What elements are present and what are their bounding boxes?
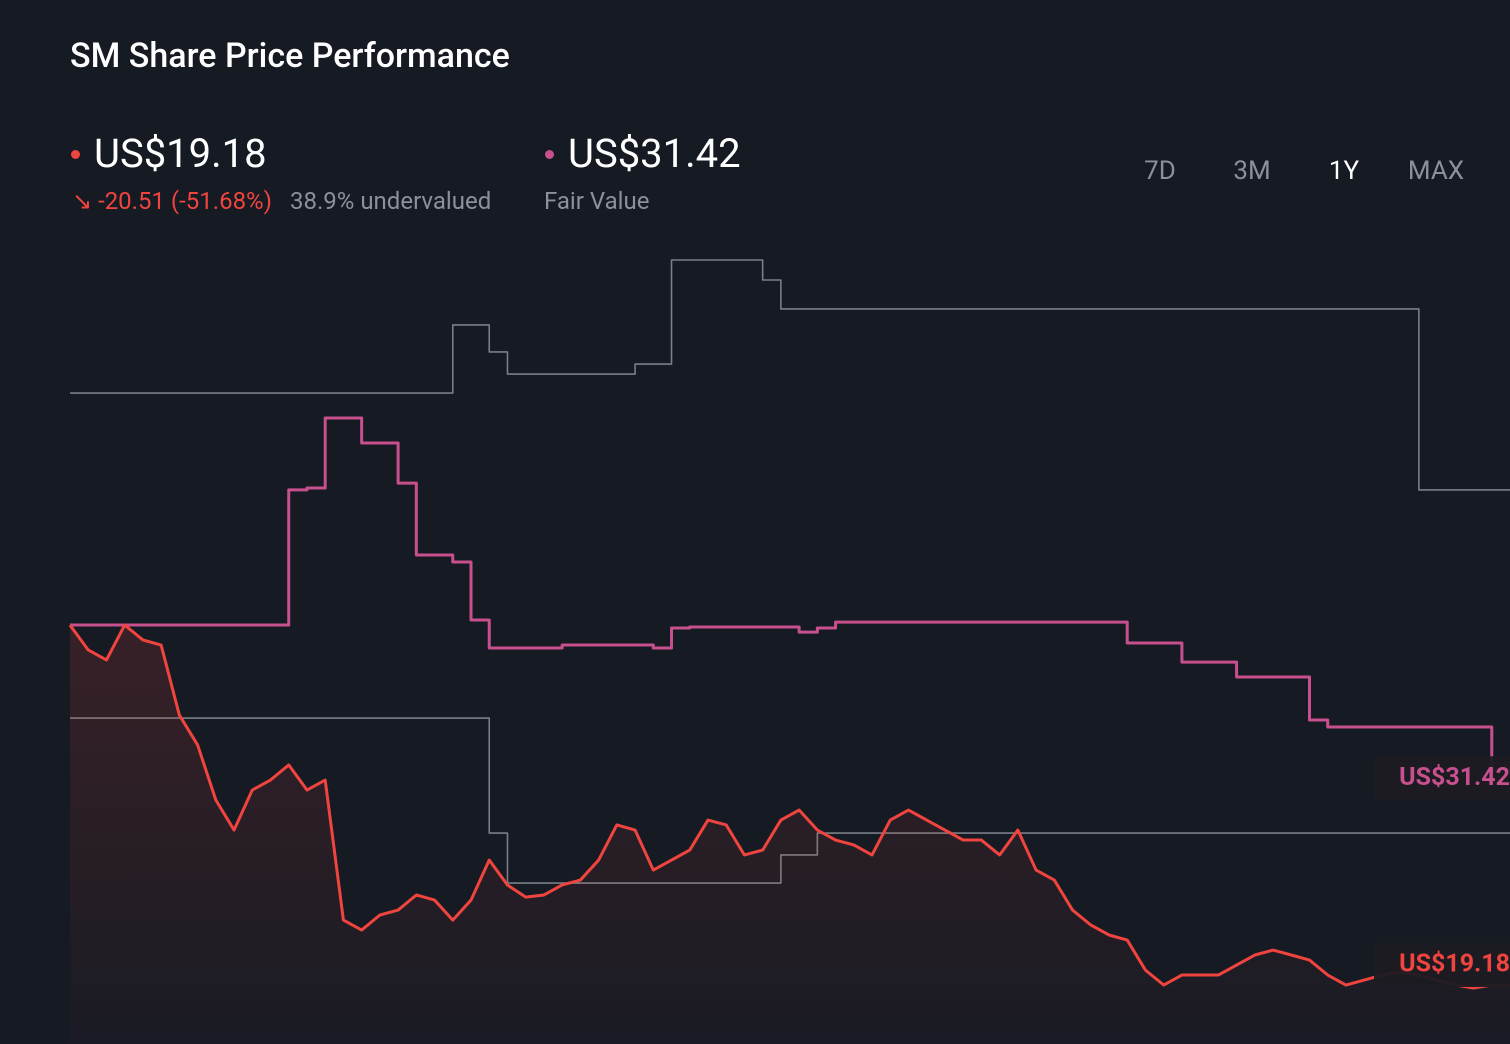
- price-area: [70, 625, 1510, 1044]
- fair-value-price: US$31.42: [568, 130, 741, 177]
- fair-value-label: Fair Value: [544, 187, 650, 215]
- fair-value-dot: [545, 150, 554, 159]
- price-line: [68, 623, 1510, 990]
- end-label-box: [1374, 756, 1510, 801]
- end-label-text: US$31.42: [1399, 763, 1510, 792]
- change-text: -20.51 (-51.68%): [98, 187, 272, 215]
- period-tabs: 7D 3M 1Y MAX: [1114, 156, 1482, 186]
- estimate-line: [70, 259, 1510, 491]
- end-label: US$19.18: [1374, 943, 1510, 988]
- chart-title: SM Share Price Performance: [70, 36, 510, 76]
- period-tab[interactable]: 7D: [1144, 156, 1176, 186]
- down-arrow: ↘: [72, 187, 93, 215]
- period-tab[interactable]: MAX: [1407, 156, 1465, 186]
- current-price: US$19.18: [94, 130, 267, 177]
- fair-value-line: [70, 416, 1510, 772]
- price-dot: [71, 150, 80, 159]
- end-label-text: US$19.18: [1399, 950, 1510, 979]
- period-tab[interactable]: 1Y: [1328, 156, 1360, 186]
- end-label-box: [1374, 943, 1510, 988]
- valuation: 38.9% undervalued: [290, 187, 492, 215]
- period-tab[interactable]: 3M: [1233, 156, 1271, 186]
- price-change: ↘ -20.51 (-51.68%): [72, 187, 272, 215]
- end-label: US$31.42: [1374, 756, 1510, 801]
